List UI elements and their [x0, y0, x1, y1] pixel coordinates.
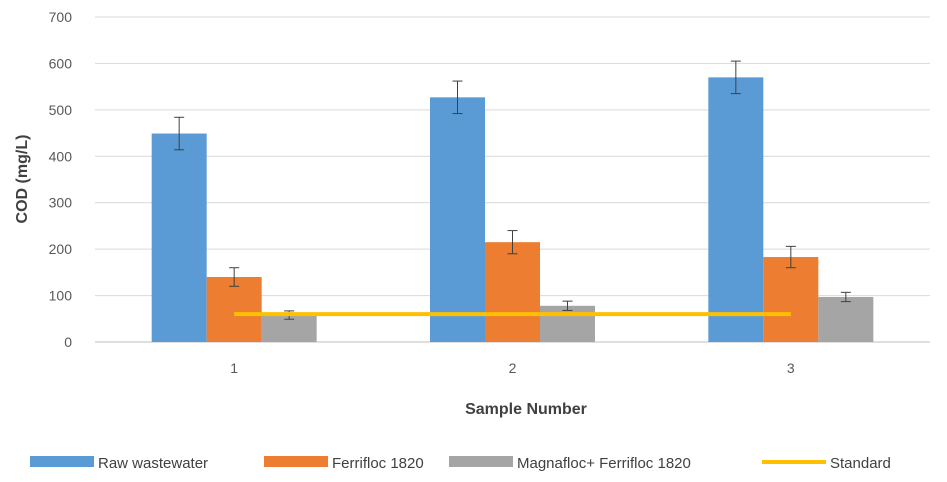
bar-ferrifloc-1820	[485, 242, 540, 342]
y-tick-label: 500	[49, 102, 73, 118]
bar-raw-wastewater	[151, 133, 207, 342]
error-bar	[785, 245, 796, 269]
error-bar	[452, 80, 463, 115]
legend-swatch	[264, 456, 328, 467]
legend-entry: Raw wastewater	[30, 455, 208, 472]
y-axis-ticks: 0 100 200 300 400 500 600 700	[49, 9, 73, 350]
y-tick-label: 300	[49, 195, 73, 211]
legend-label: Raw wastewater	[98, 455, 208, 472]
y-tick-label: 700	[49, 9, 73, 25]
bars	[151, 77, 874, 342]
legend-entry: Ferrifloc 1820	[264, 455, 424, 472]
y-tick-label: 600	[49, 55, 73, 71]
error-bars	[174, 60, 851, 320]
bar-magnafloc-ferrifloc-1820	[818, 296, 874, 342]
bar-ferrifloc-1820	[763, 257, 819, 342]
legend: Raw wastewater Ferrifloc 1820 Magnafloc+ F…	[30, 455, 891, 472]
error-bar	[562, 300, 573, 311]
y-tick-label: 400	[49, 148, 73, 164]
y-tick-label: 200	[49, 241, 73, 257]
error-bar	[507, 230, 518, 255]
x-axis-ticks: 1 2 3	[230, 360, 795, 376]
y-tick-label: 100	[49, 288, 73, 304]
bar-raw-wastewater	[430, 97, 485, 342]
legend-label: Standard	[830, 455, 891, 472]
x-axis-title: Sample Number	[465, 401, 587, 418]
bar-magnafloc-ferrifloc-1820	[540, 305, 595, 342]
error-bar	[840, 291, 851, 303]
legend-swatch	[30, 456, 94, 467]
y-axis-title: COD (mg/L)	[14, 135, 31, 224]
legend-label: Magnafloc+ Ferrifloc 1820	[517, 455, 691, 472]
error-bar	[174, 116, 185, 151]
bar-raw-wastewater	[708, 77, 764, 342]
legend-label: Ferrifloc 1820	[332, 455, 424, 472]
error-bar	[229, 267, 240, 287]
y-tick-label: 0	[64, 334, 72, 350]
x-tick-label: 2	[509, 360, 517, 376]
legend-entry: Magnafloc+ Ferrifloc 1820	[449, 455, 691, 472]
legend-swatch	[449, 456, 513, 467]
error-bar	[730, 60, 741, 95]
legend-entry: Standard	[762, 455, 891, 472]
x-tick-label: 1	[230, 360, 238, 376]
bar-ferrifloc-1820	[206, 277, 262, 342]
x-tick-label: 3	[787, 360, 795, 376]
